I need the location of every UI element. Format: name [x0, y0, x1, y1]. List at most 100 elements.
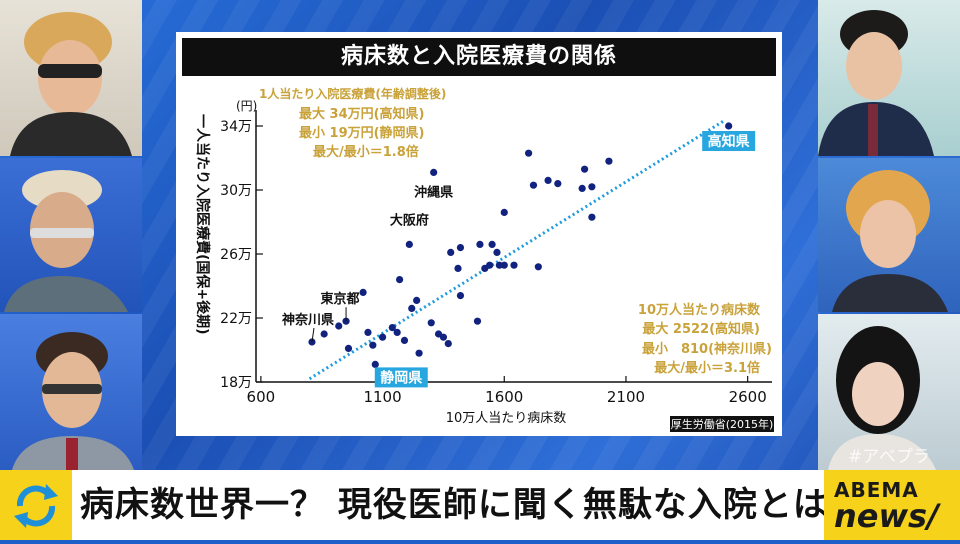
- data-point: [364, 328, 372, 336]
- point-label: 高知県: [708, 133, 750, 150]
- data-point: [388, 324, 396, 332]
- data-point: [456, 292, 465, 300]
- bed-annotation-line: 最大 2522(高知県): [642, 321, 760, 337]
- panelist-figure-icon: [4, 170, 128, 312]
- highlight-label-box: [374, 367, 428, 388]
- data-point: [605, 157, 613, 165]
- scatter-plot: 18万 22万 26万 30万 34万 600 1100 1600 2100 2600 神奈川県 東…: [194, 86, 774, 432]
- data-point: [308, 338, 316, 346]
- panelist-figure-icon: [818, 10, 934, 156]
- data-point: [369, 341, 377, 349]
- data-point: [371, 360, 379, 368]
- panelist-video-1: [0, 0, 142, 156]
- label-leader-line: [311, 327, 315, 343]
- panelist-figure-icon: [12, 332, 134, 470]
- data-point: [500, 261, 508, 269]
- data-point: [320, 330, 328, 338]
- cost-annotation-line: 最小 19万円(静岡県): [299, 125, 425, 141]
- data-point: [578, 184, 586, 192]
- y-tick-label: 26万: [220, 247, 252, 263]
- data-point: [725, 122, 733, 130]
- data-point: [486, 261, 494, 269]
- data-point: [544, 176, 552, 184]
- point-label: 沖縄県: [414, 184, 453, 200]
- cost-annotation-line: 最大 34万円(高知県): [299, 106, 425, 122]
- chart-card: 病床数と入院医療費の関係 18万 22万 26万 30万 34万 600 1100 1600 2…: [176, 32, 782, 436]
- chart-title: 病床数と入院医療費の関係: [182, 38, 776, 76]
- data-point: [588, 213, 596, 221]
- data-point: [476, 240, 484, 248]
- x-axis-title: 10万人当たり病床数: [446, 411, 567, 426]
- y-tick-label: 18万: [220, 375, 252, 391]
- data-point: [525, 149, 533, 157]
- refresh-arrows-icon: [14, 484, 58, 528]
- abema-logo-bottom: news/: [834, 497, 939, 535]
- data-point: [554, 180, 562, 188]
- data-point: [456, 244, 465, 252]
- data-point: [405, 240, 413, 248]
- source-badge: 厚生労働省(2015年): [670, 416, 774, 432]
- data-point: [400, 336, 409, 344]
- panelist-figure-icon: [828, 326, 936, 470]
- ticker-headline: 病床数世界一？ 現役医師に聞く無駄な入院とは: [80, 485, 828, 525]
- data-point: [408, 304, 416, 312]
- abema-news-logo: [824, 470, 960, 540]
- data-point: [447, 248, 455, 256]
- data-point: [580, 165, 589, 173]
- data-point: [430, 168, 438, 176]
- data-point: [413, 296, 421, 304]
- data-point: [344, 344, 353, 352]
- data-point: [488, 240, 496, 248]
- data-point: [378, 333, 387, 341]
- watermark-text: #アベプラ: [848, 447, 930, 467]
- panelist-figure-icon: [10, 12, 132, 156]
- cost-annotation-box: 1人当たり入院医療費(年齢調整後) 最大 34万円(高知県) 最小 19万円(静…: [259, 86, 446, 160]
- data-point: [335, 322, 343, 330]
- x-tick-label: 1100: [363, 388, 401, 406]
- refresh-icon: [0, 470, 72, 540]
- x-tick-label: 1600: [485, 388, 523, 406]
- bed-annotation-line: 最小 810(神奈川県): [642, 341, 772, 357]
- highlight-label-box: [702, 131, 756, 151]
- abema-logo-top: ABEMA: [834, 478, 919, 502]
- y-tick-label: 30万: [220, 183, 252, 199]
- data-point: [500, 208, 508, 216]
- panelist-video-2: [0, 158, 142, 312]
- data-point: [415, 349, 423, 357]
- point-label: 大阪府: [390, 212, 429, 228]
- news-ticker-bar: [0, 470, 960, 540]
- y-tick-label: 22万: [220, 311, 252, 327]
- data-point: [588, 183, 596, 191]
- point-label: 東京都: [321, 291, 360, 307]
- bed-annotation-line: 最大/最小＝3.1倍: [654, 360, 760, 376]
- y-unit-label: (円): [236, 99, 257, 113]
- x-tick-label: 2100: [607, 388, 645, 406]
- cost-annotation-line: 1人当たり入院医療費(年齢調整後): [259, 86, 446, 101]
- data-point: [454, 264, 462, 272]
- data-point: [444, 340, 452, 348]
- panelist-video-5: [818, 158, 960, 312]
- x-tick-label: 2600: [729, 388, 767, 406]
- bed-annotation-line: 10万人当たり病床数: [638, 302, 761, 318]
- data-point: [359, 288, 367, 296]
- data-point: [396, 276, 404, 284]
- cost-annotation-line: 最大/最小＝1.8倍: [313, 144, 419, 160]
- data-point: [510, 261, 518, 269]
- data-point: [427, 319, 435, 327]
- data-point: [439, 333, 448, 341]
- data-point: [473, 317, 482, 325]
- x-tick-label: 600: [247, 388, 276, 406]
- bed-annotation-box: 10万人当たり病床数 最大 2522(高知県) 最小 810(神奈川県) 最大/…: [638, 302, 772, 376]
- panelist-video-6: [818, 314, 960, 470]
- y-axis-title: 一人当たり入院医療費(国保+後期): [194, 114, 211, 335]
- panelist-video-3: [0, 314, 142, 470]
- trend-line: [308, 119, 725, 381]
- data-point: [529, 181, 538, 189]
- panelist-video-4: [818, 0, 960, 156]
- y-tick-label: 34万: [220, 119, 252, 135]
- data-point: [393, 328, 401, 336]
- source-text: 厚生労働省(2015年): [671, 417, 774, 431]
- point-label: 静岡県: [380, 369, 422, 386]
- point-label: 神奈川県: [282, 312, 334, 328]
- data-point: [534, 263, 542, 271]
